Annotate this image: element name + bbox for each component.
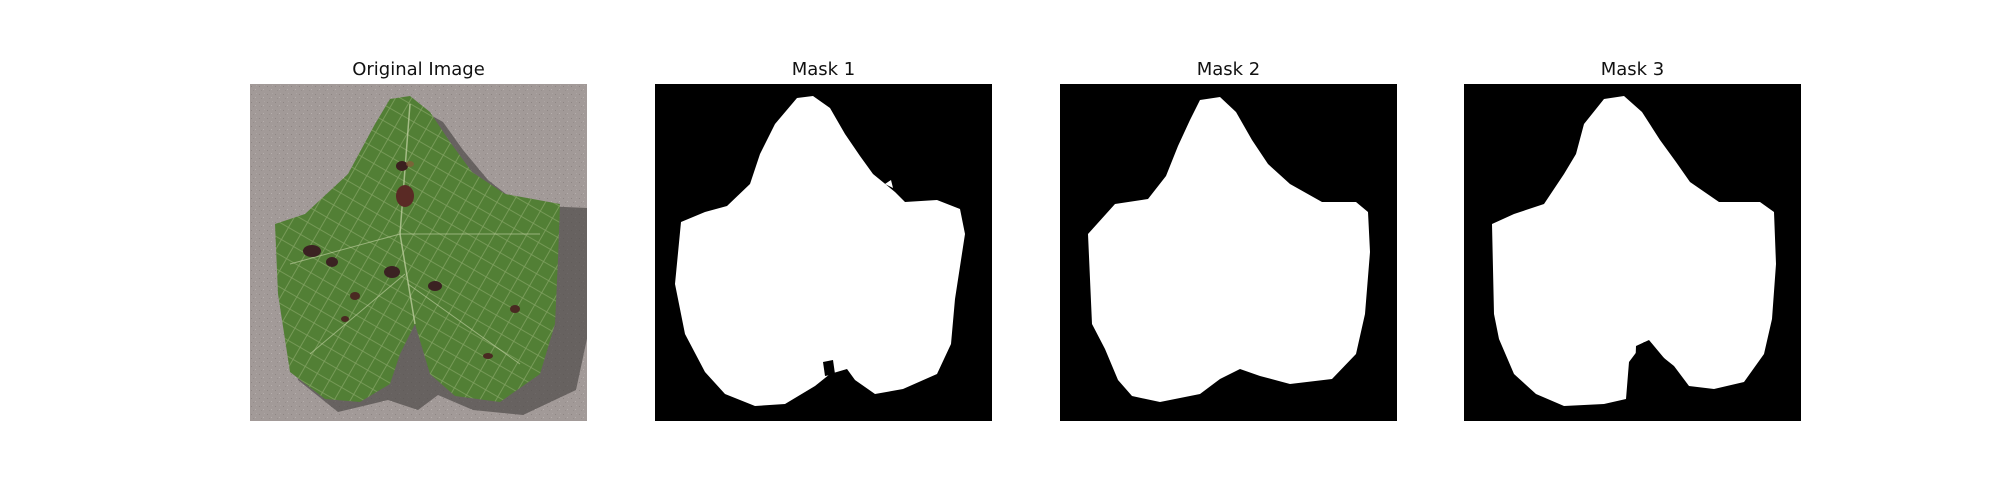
mask-1-image bbox=[655, 84, 992, 421]
original-leaf-photo bbox=[250, 84, 587, 421]
panel-title: Mask 2 bbox=[1196, 59, 1261, 80]
panel-title: Mask 1 bbox=[791, 59, 856, 80]
panel-title: Original Image bbox=[352, 59, 485, 80]
mask-3-image bbox=[1464, 84, 1801, 421]
mask-2-image bbox=[1060, 84, 1397, 421]
panel-title: Mask 3 bbox=[1600, 59, 1665, 80]
